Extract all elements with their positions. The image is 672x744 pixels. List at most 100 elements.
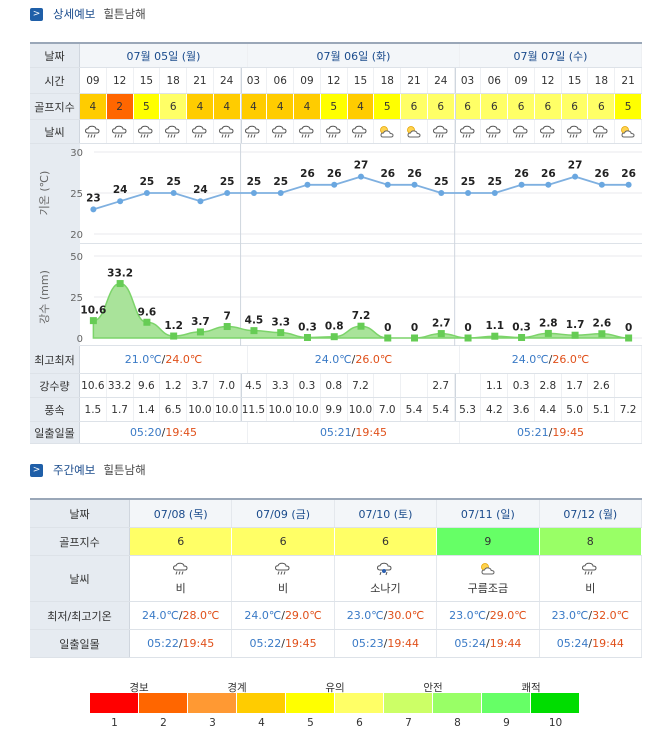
- min-max-row: 최고최저 21.0℃/24.0℃ 24.0℃/26.0℃ 24.0℃/26.0℃: [30, 346, 642, 374]
- temperature-value-label: 25: [487, 176, 502, 188]
- temperature-point: [90, 206, 97, 213]
- legend-color-box: [531, 693, 580, 713]
- rain-amount-cell: 0.8: [321, 374, 348, 397]
- rain-cloud-icon: [562, 120, 589, 143]
- temperature-value-label: 26: [541, 168, 556, 180]
- time-cell: 12: [321, 68, 348, 93]
- weekly-temp-cell: 24.0℃/28.0℃: [130, 602, 233, 629]
- rain-cloud-icon: [107, 120, 134, 143]
- time-cell: 06: [481, 68, 509, 93]
- slash: /: [351, 353, 356, 366]
- temperature-value-label: 26: [595, 168, 610, 180]
- wind-cell: 1.4: [134, 398, 161, 421]
- day-separator: [240, 120, 242, 143]
- wind-cell: 10.0: [267, 398, 295, 421]
- max-temp: 29.0℃: [489, 609, 527, 622]
- time-cell: 06: [267, 68, 295, 93]
- rain-point: [384, 334, 392, 342]
- legend-level-label: 유의: [325, 682, 345, 694]
- temperature-point: [331, 181, 338, 188]
- temperature-point: [197, 198, 204, 205]
- wind-cell: 1.5: [80, 398, 107, 421]
- day-separator: [454, 374, 456, 397]
- legend-color-box: [335, 693, 384, 713]
- weekly-golf-cell: 9: [437, 528, 540, 555]
- rain-cloud-icon: [160, 120, 188, 143]
- time-cell: 15: [562, 68, 589, 93]
- golf-index-cell: 4: [213, 94, 241, 119]
- max-temp: 26.0℃: [355, 353, 393, 366]
- rain-value-label: 7.2: [352, 310, 371, 322]
- rain-amount-cell: 7.2: [348, 374, 375, 397]
- slash: /: [383, 637, 388, 650]
- wind-cell: 7.2: [615, 398, 642, 421]
- rain-amount-cell: 2.6: [588, 374, 616, 397]
- day-separator: [454, 68, 456, 93]
- max-temp: 30.0℃: [387, 609, 425, 622]
- rain-value-label: 2.6: [593, 318, 612, 330]
- rain-cloud-icon: [294, 120, 321, 143]
- partly-cloudy-icon: [478, 561, 498, 580]
- wind-cell: 6.5: [160, 398, 188, 421]
- golf-index-cell: 4: [187, 94, 214, 119]
- temperature-point: [224, 190, 231, 196]
- rain-point: [223, 323, 231, 331]
- golf-index-label: 골프지수: [30, 94, 80, 119]
- golf-index-cell: 4: [347, 94, 375, 119]
- golf-index-cell: 5: [374, 94, 402, 119]
- rain-value-label: 1.7: [566, 319, 585, 331]
- legend-number: 10: [548, 717, 563, 729]
- golf-index-cell: 5: [615, 94, 642, 119]
- section-title: 상세예보: [53, 7, 96, 21]
- temperature-point: [143, 190, 150, 196]
- min-temp: 23.0℃: [346, 609, 384, 622]
- golf-index-cell: 6: [508, 94, 535, 119]
- rain-cloud-icon: [481, 120, 509, 143]
- rain-point: [357, 322, 365, 330]
- section-title: 주간예보: [53, 463, 96, 477]
- legend-number: 7: [405, 717, 412, 729]
- temperature-value-label: 25: [140, 176, 155, 188]
- legend-color-box: [90, 693, 139, 713]
- sunrise: 05:22: [147, 637, 179, 650]
- rain-chart: 강수 (mm) 50 25 0 10.6 33.2 9.6 1.2 3.7 7 4.5 3.3 0.3 0…: [30, 244, 642, 346]
- weekly-golf-label: 골프지수: [30, 528, 130, 555]
- temperature-point: [250, 190, 257, 196]
- weekly-weather-cell: 비: [540, 556, 642, 601]
- sunset: 19:44: [592, 637, 624, 650]
- sunset: 19:45: [552, 426, 585, 439]
- min-temp: 24.0℃: [314, 353, 352, 366]
- rain-point: [598, 330, 606, 338]
- wind-cell: 9.9: [321, 398, 348, 421]
- weekly-forecast-header: > 주간예보 힐튼남해: [30, 462, 146, 478]
- slash: /: [178, 609, 183, 622]
- sunrise: 05:23: [351, 637, 384, 650]
- time-cell: 09: [80, 68, 107, 93]
- rain-value-label: 0: [411, 322, 418, 334]
- golf-index-cell: 6: [160, 94, 188, 119]
- sunrise: 05:24: [454, 637, 487, 650]
- golf-index-cell: 5: [320, 94, 348, 119]
- rain-value-label: 3.3: [271, 317, 290, 329]
- temperature-value-label: 23: [86, 192, 101, 204]
- min-temp: 23.0℃: [551, 609, 589, 622]
- time-label: 시간: [30, 68, 80, 93]
- day-separator: [454, 94, 456, 119]
- day-header: 07월 06일 (화): [248, 44, 460, 67]
- golf-index-cell: 6: [401, 94, 428, 119]
- weekly-sun-cell: 05:22/19:45: [130, 630, 233, 657]
- weekly-day-header: 07/08 (목): [130, 500, 233, 527]
- time-cell: 09: [508, 68, 535, 93]
- day-separator: [240, 374, 242, 397]
- weekly-forecast-table: 날짜 07/08 (목) 07/09 (금) 07/10 (토) 07/11 (일) 0…: [30, 498, 642, 658]
- time-cell: 21: [187, 68, 214, 93]
- golf-index-cell: 4: [267, 94, 295, 119]
- rain-cloud-icon: [273, 561, 293, 580]
- wind-cell: 11.5: [241, 398, 268, 421]
- rain-cloud-icon: [455, 120, 482, 143]
- weekly-sun-cell: 05:24/19:44: [437, 630, 540, 657]
- golf-index-cell: 4: [294, 94, 321, 119]
- sunrise: 05:21: [516, 426, 549, 439]
- min-max-value: 24.0℃/26.0℃: [248, 346, 460, 373]
- rain-value-label: 0: [464, 322, 471, 334]
